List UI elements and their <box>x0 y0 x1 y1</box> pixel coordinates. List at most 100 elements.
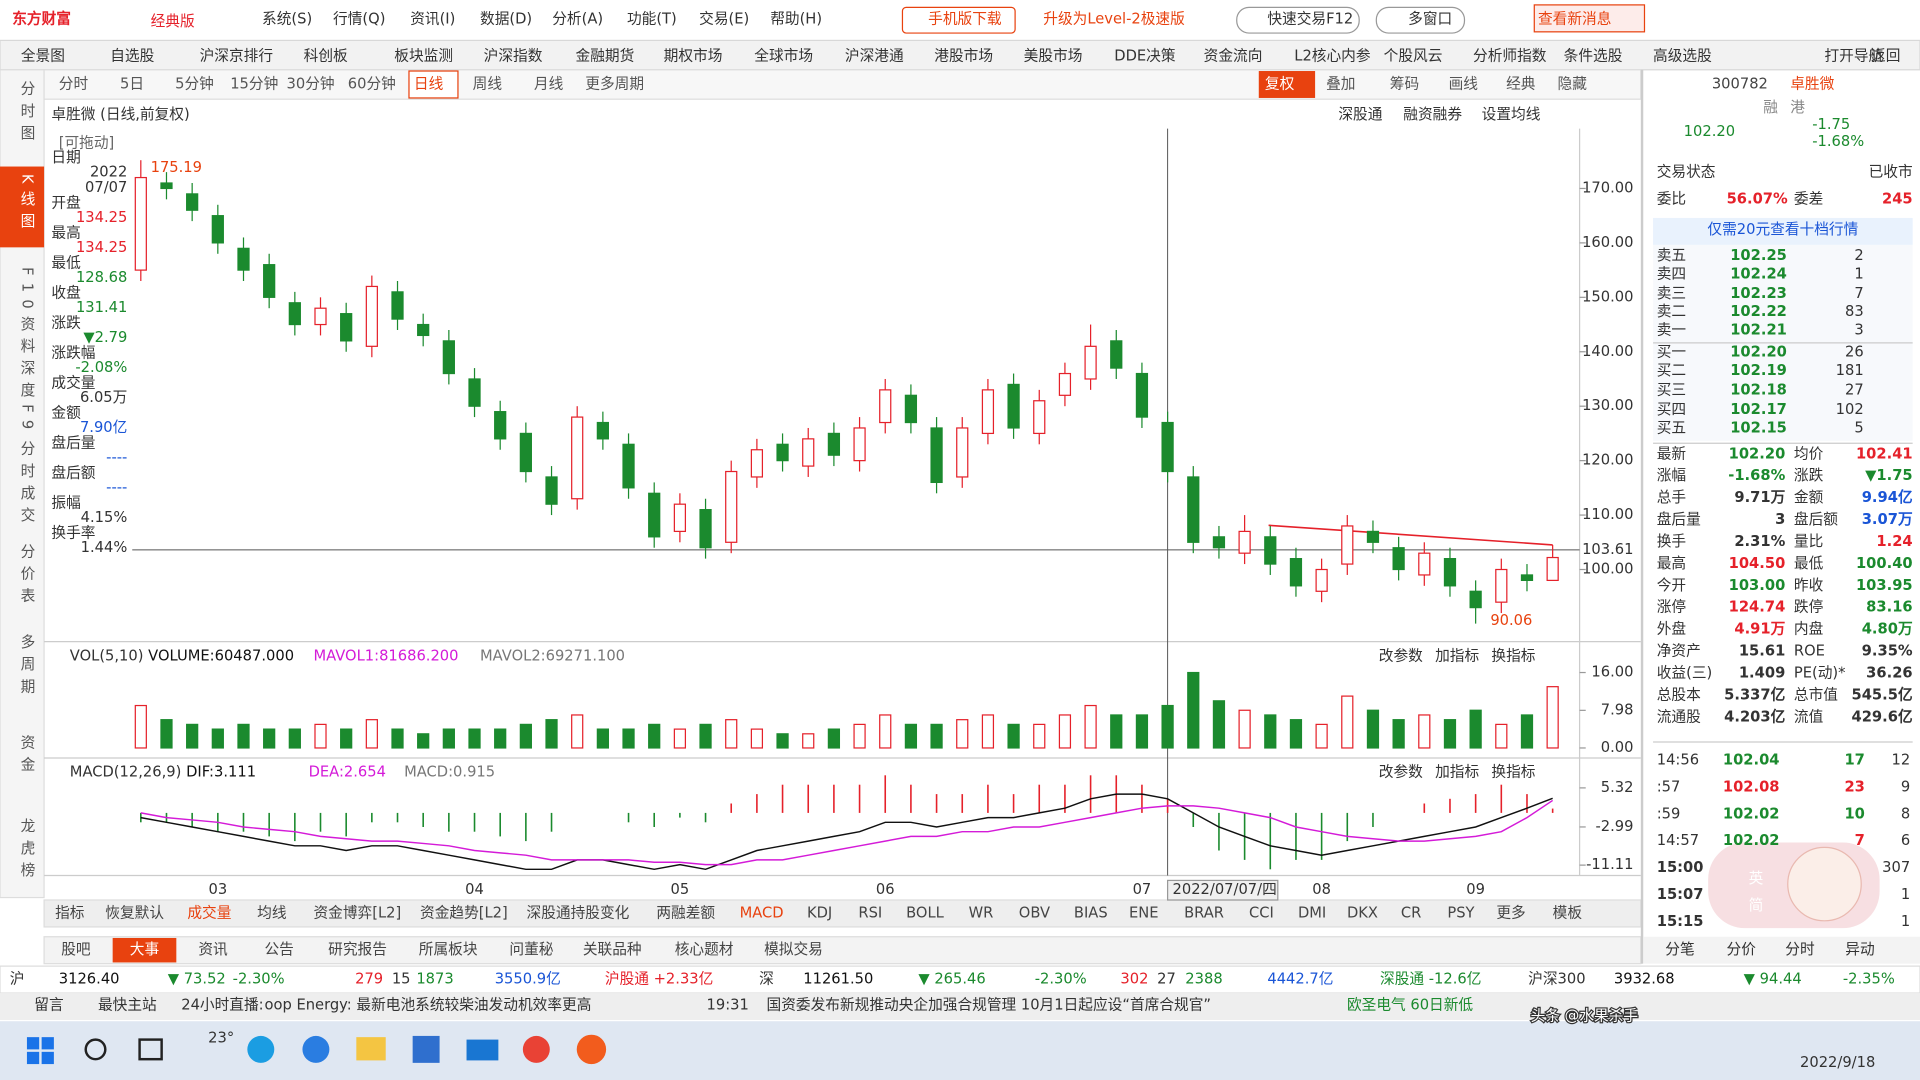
indicator-tab[interactable]: 指标 <box>55 904 85 921</box>
nav-item[interactable]: 自选股 <box>110 47 154 64</box>
nav-item[interactable]: 返回 <box>1871 47 1900 64</box>
menu-item[interactable]: 分析(A) <box>552 11 603 28</box>
nav-item[interactable]: 港股市场 <box>934 47 993 64</box>
menu-button[interactable]: 查看新消息 <box>1538 11 1611 28</box>
button[interactable] <box>1533 4 1646 33</box>
menu-item[interactable]: 功能(T) <box>627 11 677 28</box>
indicator-tab[interactable]: 资金博弈[L2] <box>313 904 401 921</box>
panel-link[interactable]: 加指标 <box>1435 647 1479 664</box>
nav-item[interactable]: 期权市场 <box>664 47 723 64</box>
indicator-tab[interactable]: 资金趋势[L2] <box>420 904 508 921</box>
sidebar-item[interactable]: 龙虎榜 <box>18 818 35 884</box>
panel-link[interactable]: 换指标 <box>1491 647 1535 664</box>
bottom-tab[interactable]: 研究报告 <box>328 941 387 958</box>
panel-link[interactable]: 换指标 <box>1491 764 1535 781</box>
chart-link[interactable]: 融资融券 <box>1403 106 1462 123</box>
period-tab[interactable]: 更多周期 <box>585 75 644 92</box>
indicator-tab[interactable]: BRAR <box>1184 904 1224 921</box>
period-tab[interactable]: 月线 <box>534 75 564 92</box>
sidebar-item[interactable]: 深度F9 <box>18 360 35 437</box>
start-icon[interactable] <box>26 1051 40 1065</box>
indicator-tab[interactable]: 深股通持股变化 <box>527 904 630 921</box>
sticker-button[interactable]: 简 <box>1749 897 1764 914</box>
chart-tool[interactable]: 隐藏 <box>1558 75 1588 92</box>
indicator-tab[interactable]: ENE <box>1129 904 1159 921</box>
right-tab[interactable]: 分价 <box>1727 941 1757 958</box>
panel-link[interactable]: 改参数 <box>1379 764 1423 781</box>
sidebar-item[interactable]: 分价表 <box>18 544 35 610</box>
panel-link[interactable]: 改参数 <box>1379 647 1423 664</box>
menu-item[interactable]: 行情(Q) <box>333 11 385 28</box>
indicator-tab[interactable]: CR <box>1401 904 1421 921</box>
indicator-tab[interactable]: BIAS <box>1074 904 1108 921</box>
menu-item[interactable]: 数据(D) <box>480 11 532 28</box>
sidebar-item[interactable]: K线图 <box>18 174 35 235</box>
nav-item[interactable]: 科创板 <box>304 46 348 64</box>
ie-icon[interactable] <box>302 1035 330 1063</box>
bottom-tab[interactable]: 公告 <box>264 941 293 958</box>
button[interactable] <box>1236 6 1360 34</box>
start-icon[interactable] <box>41 1037 54 1050</box>
button[interactable] <box>1375 6 1466 34</box>
indicator-tab[interactable]: CCI <box>1249 904 1274 921</box>
period-tab[interactable]: 5分钟 <box>175 75 214 92</box>
chart-tool[interactable]: 画线 <box>1449 75 1479 92</box>
indicator-tab[interactable]: DMI <box>1298 904 1326 921</box>
sidebar-item[interactable]: 多周期 <box>18 634 35 700</box>
sidebar-item[interactable]: 分时图 <box>18 81 35 147</box>
chart-tool[interactable]: 经典 <box>1506 75 1536 92</box>
nav-item[interactable]: 打开导航 <box>1824 47 1883 64</box>
nav-item[interactable]: 板块监测 <box>394 46 453 64</box>
period-tab[interactable]: 30分钟 <box>287 75 335 92</box>
start-icon[interactable] <box>41 1051 54 1065</box>
nav-item[interactable]: 沪深指数 <box>484 47 543 64</box>
period-tab[interactable]: 周线 <box>473 75 503 92</box>
nav-item[interactable]: 沪深京排行 <box>200 47 274 64</box>
indicator-tab[interactable]: DKX <box>1347 904 1378 921</box>
edge-icon[interactable] <box>247 1035 275 1063</box>
chart-tool[interactable]: 筹码 <box>1390 75 1419 92</box>
menu-item[interactable]: 交易(E) <box>699 10 749 28</box>
chart-link[interactable]: 设置均线 <box>1482 106 1541 123</box>
indicator-tab[interactable]: 更多 <box>1496 904 1525 921</box>
sidebar-item[interactable]: 分时成交 <box>18 441 35 529</box>
menu-button[interactable]: 手机版下载 <box>928 11 1002 28</box>
nav-item[interactable]: L2核心内参 <box>1294 47 1371 64</box>
bottom-tab[interactable]: 大事 <box>130 941 160 958</box>
indicator-tab[interactable]: 成交量 <box>187 903 231 921</box>
menu-button[interactable]: 多窗口 <box>1408 10 1452 28</box>
indicator-tab[interactable]: RSI <box>858 904 882 921</box>
menu-item[interactable]: 系统(S) <box>262 11 312 28</box>
panel-link[interactable]: 加指标 <box>1435 764 1479 781</box>
bottom-tab[interactable]: 关联品种 <box>583 941 642 958</box>
bottom-tab[interactable]: 问董秘 <box>509 941 553 958</box>
sidebar-item[interactable]: 资金 <box>18 735 35 779</box>
nav-item[interactable]: 资金流向 <box>1204 47 1263 64</box>
indicator-tab[interactable]: OBV <box>1019 904 1050 921</box>
button[interactable] <box>901 6 1016 34</box>
sticker-button[interactable]: 英 <box>1749 869 1764 887</box>
indicator-tab[interactable]: BOLL <box>906 904 945 921</box>
menu-button[interactable]: 快速交易F12 <box>1267 10 1353 28</box>
indicator-tab[interactable]: KDJ <box>807 904 832 921</box>
taskview-icon[interactable] <box>138 1038 163 1061</box>
bottom-tab[interactable]: 核心题材 <box>675 941 734 958</box>
bottom-tab[interactable]: 所属板块 <box>419 940 478 958</box>
chrome-icon[interactable] <box>522 1035 550 1063</box>
right-tab[interactable]: 分笔 <box>1665 941 1694 958</box>
indicator-tab[interactable]: MACD <box>740 904 784 921</box>
menu-item[interactable]: 资讯(I) <box>410 11 455 28</box>
nav-item[interactable]: 全球市场 <box>754 46 813 64</box>
indicator-tab[interactable]: WR <box>969 904 994 921</box>
mail-icon[interactable] <box>466 1039 499 1061</box>
store-icon[interactable] <box>412 1035 440 1063</box>
search-icon[interactable] <box>84 1038 107 1061</box>
nav-item[interactable]: 美股市场 <box>1024 47 1083 64</box>
nav-item[interactable]: 高级选股 <box>1653 47 1712 64</box>
chart-tool[interactable]: 叠加 <box>1326 75 1355 92</box>
indicator-tab[interactable]: PSY <box>1447 904 1474 921</box>
nav-item[interactable]: 个股风云 <box>1384 47 1443 64</box>
bottom-tab[interactable]: 股吧 <box>61 941 91 958</box>
sidebar-item[interactable]: F10资料 <box>18 267 35 360</box>
menu-item[interactable]: 帮助(H) <box>770 11 822 28</box>
